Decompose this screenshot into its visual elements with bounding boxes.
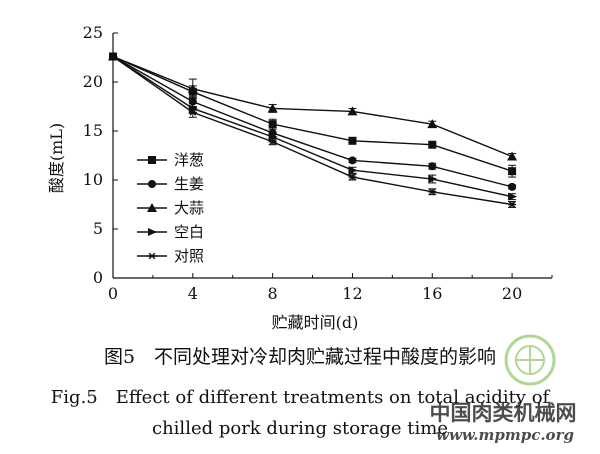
- x-axis-label: 贮藏时间(d): [272, 313, 359, 332]
- star-stroke: [188, 109, 197, 116]
- y-tick-label: 25: [83, 23, 103, 42]
- star-stroke: [508, 201, 517, 208]
- series-line: [112, 55, 513, 188]
- star-stroke: [348, 173, 357, 181]
- y-tick-label: 10: [83, 170, 103, 189]
- series-line: [112, 55, 513, 198]
- data-point: [188, 109, 197, 116]
- data-point: [268, 138, 277, 146]
- x-tick-label: 8: [268, 284, 278, 303]
- legend-marker: [148, 252, 156, 260]
- figure-caption-chinese: 图5 不同处理对冷却肉贮藏过程中酸度的影响: [103, 346, 497, 368]
- legend-marker: [148, 180, 156, 188]
- legend-marker: [148, 156, 156, 164]
- legend-label: 生姜: [174, 175, 204, 193]
- x-tick-label: 20: [502, 284, 522, 303]
- x-tick-label: 4: [188, 284, 198, 303]
- x-tick-label: 0: [108, 284, 118, 303]
- series-line: [112, 55, 513, 172]
- axes: 0 4 8 12 16 20 0 5 10 15 20 25: [83, 23, 553, 303]
- data-point: [187, 83, 198, 93]
- data-point: [348, 136, 357, 145]
- figure-caption-english-line1: Fig.5 Effect of different treatments on …: [50, 387, 550, 408]
- series-3: [108, 51, 518, 161]
- x-tick-label: 12: [342, 284, 362, 303]
- series-4: [109, 52, 518, 201]
- data-point: [428, 140, 437, 149]
- legend-item-1: 洋葱: [137, 151, 204, 169]
- y-tick-label: 0: [93, 268, 103, 287]
- data-point: [267, 103, 278, 113]
- series-line: [112, 55, 513, 206]
- legend-marker: [148, 228, 157, 236]
- series-line: [112, 55, 513, 158]
- legend-label: 空白: [174, 223, 204, 241]
- series-5: [109, 53, 517, 208]
- data-point: [508, 167, 517, 176]
- series-layer: [108, 51, 518, 208]
- data-point: [428, 188, 437, 196]
- data-point: [268, 120, 277, 129]
- series-2: [109, 52, 517, 191]
- data-point: [507, 151, 518, 161]
- data-point: [109, 53, 117, 60]
- legend-label: 洋葱: [174, 151, 204, 169]
- legend-item-4: 空白: [137, 223, 204, 241]
- star-stroke: [148, 252, 156, 260]
- figure-caption-english-line2: chilled pork during storage time: [152, 418, 448, 439]
- x-tick-label: 16: [422, 284, 442, 303]
- star-stroke: [109, 53, 117, 60]
- data-point: [348, 156, 357, 165]
- star-stroke: [268, 138, 277, 146]
- data-point: [427, 119, 438, 129]
- data-point: [508, 201, 517, 208]
- legend-marker: [147, 203, 157, 212]
- legend-item-2: 生姜: [137, 175, 204, 193]
- series-1: [109, 52, 517, 178]
- data-point: [348, 173, 357, 181]
- y-axis-label: 酸度(mL): [47, 123, 66, 193]
- data-point: [508, 182, 517, 191]
- y-tick-label: 20: [83, 72, 103, 91]
- data-point: [428, 162, 437, 171]
- data-point: [347, 106, 358, 116]
- data-point: [428, 175, 438, 184]
- star-stroke: [428, 188, 437, 196]
- legend-label: 对照: [174, 247, 204, 265]
- data-point: [508, 192, 518, 201]
- legend-item-5: 对照: [137, 247, 204, 265]
- data-point: [348, 166, 358, 175]
- y-tick-label: 15: [83, 121, 103, 140]
- legend-item-3: 大蒜: [137, 199, 204, 217]
- legend-label: 大蒜: [174, 199, 204, 217]
- y-tick-label: 5: [93, 219, 103, 238]
